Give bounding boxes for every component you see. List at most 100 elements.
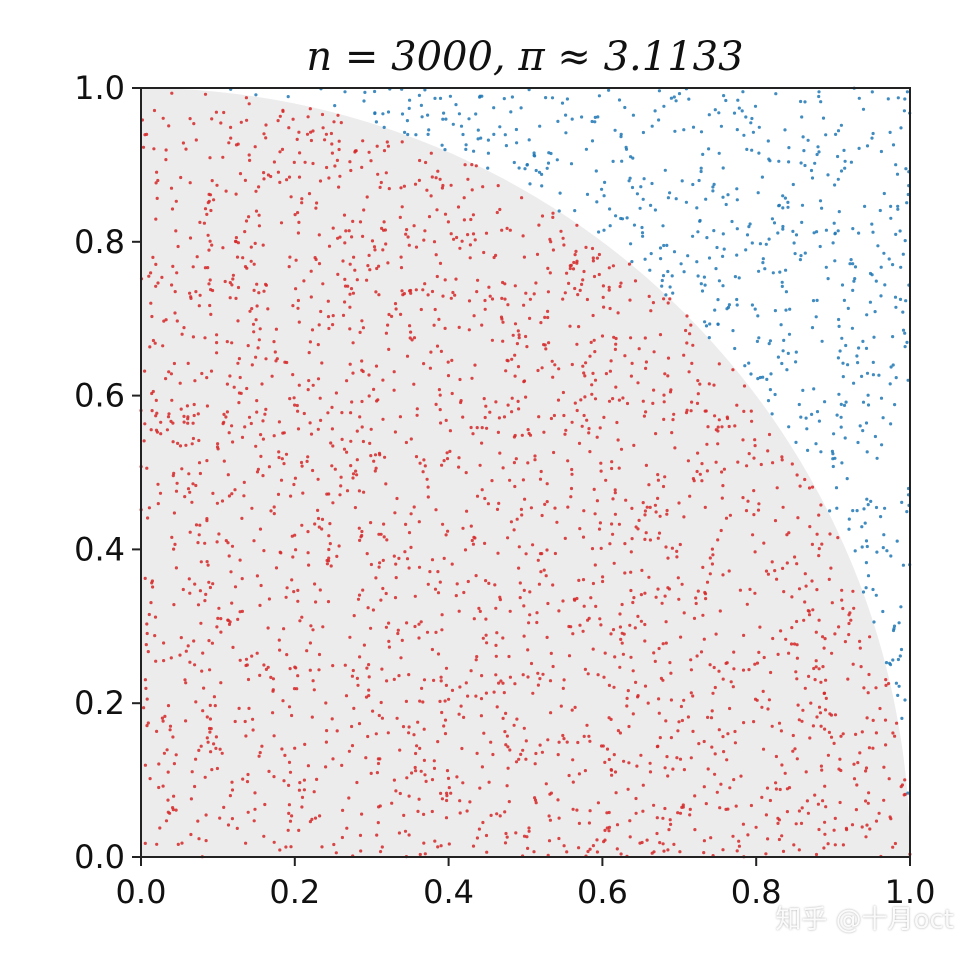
- point-inside: [308, 421, 312, 425]
- point-outside: [896, 693, 900, 698]
- point-inside: [486, 502, 490, 506]
- point-inside: [264, 357, 268, 361]
- point-inside: [394, 307, 398, 311]
- point-inside: [188, 181, 192, 185]
- point-outside: [866, 503, 870, 507]
- point-inside: [543, 502, 547, 506]
- point-inside: [168, 811, 172, 815]
- point-inside: [194, 483, 198, 488]
- point-inside: [501, 636, 505, 640]
- point-inside: [230, 817, 234, 821]
- point-inside: [585, 418, 589, 422]
- point-inside: [595, 256, 600, 260]
- point-outside: [846, 363, 850, 367]
- point-inside: [678, 850, 682, 854]
- point-inside: [803, 686, 807, 690]
- point-inside: [498, 207, 502, 212]
- point-inside: [643, 336, 647, 340]
- point-outside: [448, 94, 452, 98]
- point-inside: [327, 244, 332, 248]
- point-inside: [670, 546, 675, 550]
- point-inside: [494, 673, 498, 677]
- point-inside: [149, 271, 153, 275]
- point-inside: [477, 827, 481, 831]
- point-inside: [821, 665, 825, 669]
- point-inside: [242, 480, 246, 484]
- x-tick-label: 0.2: [269, 873, 320, 911]
- point-inside: [511, 333, 515, 337]
- point-inside: [444, 816, 449, 820]
- point-outside: [879, 396, 884, 400]
- point-outside: [593, 120, 597, 124]
- point-inside: [217, 606, 221, 610]
- point-outside: [722, 247, 726, 251]
- point-inside: [692, 616, 697, 621]
- point-outside: [457, 112, 461, 116]
- point-inside: [566, 459, 570, 463]
- point-inside: [607, 683, 612, 688]
- point-inside: [762, 541, 766, 545]
- point-inside: [465, 809, 469, 813]
- point-inside: [643, 513, 647, 517]
- point-inside: [433, 307, 437, 312]
- point-inside: [830, 601, 834, 605]
- point-outside: [869, 499, 873, 503]
- point-inside: [447, 786, 451, 790]
- point-inside: [325, 562, 329, 566]
- point-inside: [593, 512, 597, 516]
- point-inside: [302, 788, 306, 792]
- point-inside: [712, 665, 716, 670]
- point-inside: [199, 744, 203, 748]
- point-inside: [343, 284, 348, 288]
- point-inside: [269, 509, 273, 513]
- point-inside: [610, 460, 614, 464]
- point-inside: [216, 442, 220, 446]
- point-outside: [438, 96, 443, 100]
- point-inside: [549, 416, 554, 421]
- point-inside: [571, 807, 575, 811]
- point-outside: [865, 450, 869, 454]
- point-outside: [757, 336, 761, 340]
- point-inside: [826, 842, 830, 846]
- point-inside: [820, 542, 824, 546]
- point-inside: [570, 420, 574, 424]
- point-inside: [229, 125, 233, 129]
- point-inside: [472, 314, 476, 318]
- point-outside: [792, 241, 796, 245]
- point-inside: [230, 601, 234, 605]
- point-inside: [428, 570, 432, 574]
- point-inside: [400, 289, 404, 293]
- point-inside: [418, 158, 422, 163]
- point-inside: [657, 531, 662, 535]
- point-inside: [394, 789, 398, 793]
- point-inside: [412, 505, 416, 509]
- point-inside: [349, 464, 353, 468]
- point-inside: [347, 229, 351, 233]
- point-inside: [515, 517, 519, 521]
- point-inside: [329, 564, 333, 568]
- point-inside: [689, 658, 693, 662]
- point-inside: [303, 160, 307, 164]
- point-inside: [145, 132, 149, 136]
- point-inside: [154, 428, 159, 432]
- point-inside: [272, 775, 276, 779]
- point-inside: [643, 509, 648, 513]
- point-inside: [166, 415, 171, 419]
- point-outside: [849, 258, 853, 262]
- point-outside: [865, 313, 869, 317]
- point-outside: [879, 265, 883, 269]
- point-inside: [490, 479, 494, 483]
- point-outside: [756, 377, 760, 381]
- point-inside: [626, 689, 630, 693]
- point-inside: [685, 341, 689, 345]
- point-inside: [437, 388, 441, 392]
- point-inside: [352, 255, 356, 259]
- point-inside: [688, 807, 692, 812]
- point-inside: [194, 138, 198, 142]
- point-inside: [312, 790, 316, 794]
- point-inside: [462, 715, 466, 720]
- point-inside: [518, 596, 522, 600]
- point-inside: [568, 324, 572, 328]
- point-outside: [833, 259, 837, 263]
- point-inside: [233, 488, 237, 492]
